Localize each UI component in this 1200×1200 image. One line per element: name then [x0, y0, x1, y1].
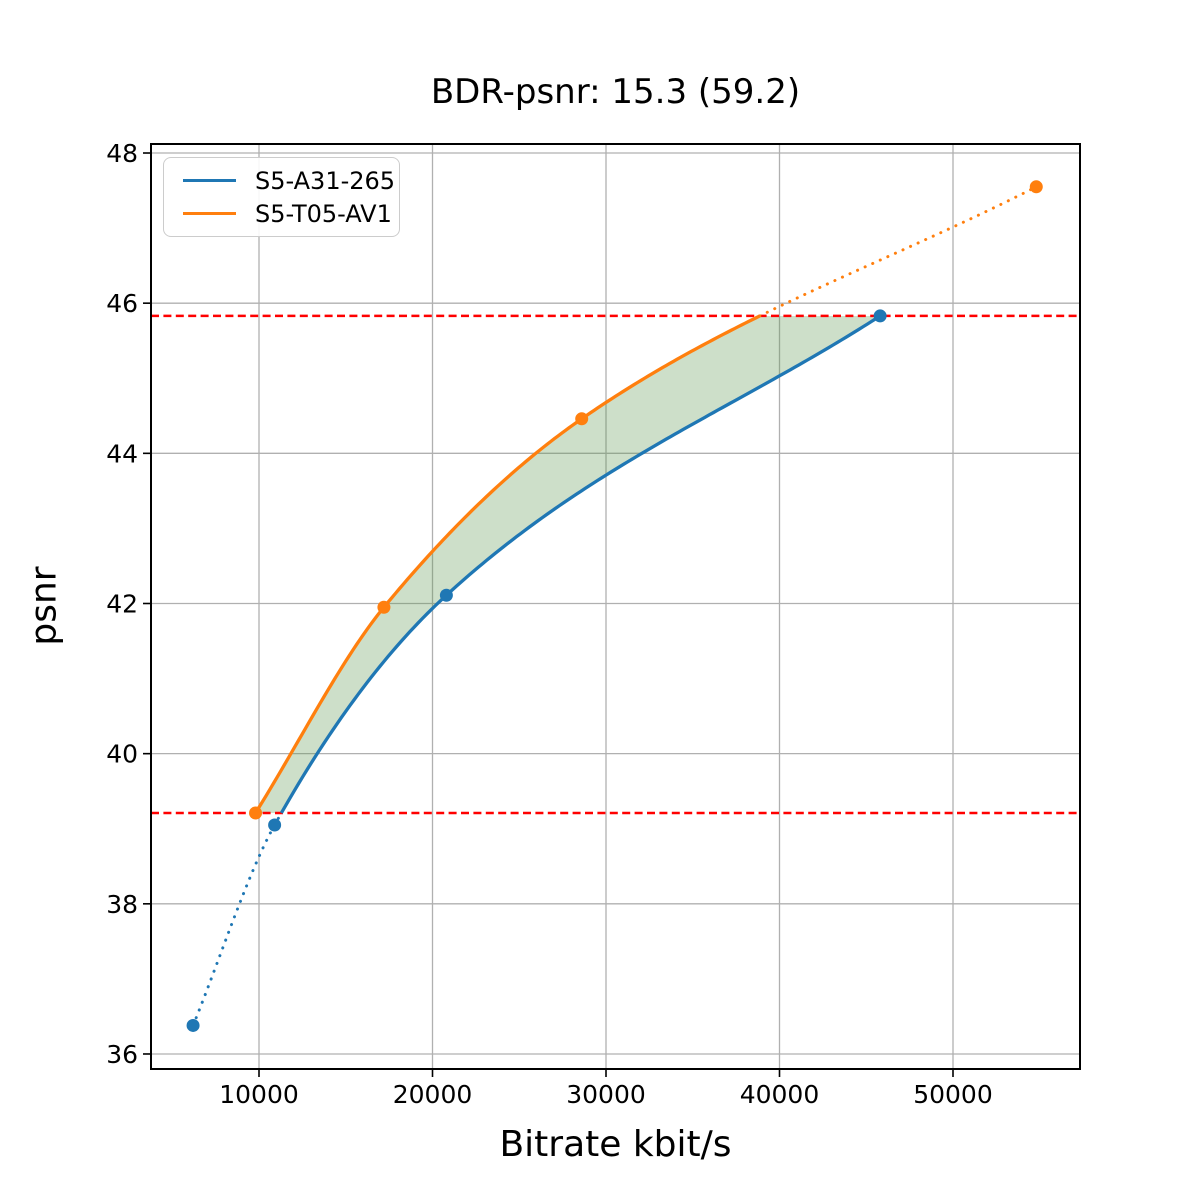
- x-tick-label: 30000: [566, 1080, 646, 1109]
- y-tick-label: 42: [106, 589, 138, 618]
- series-line-dotted-s5-a31-265: [191, 811, 283, 1027]
- data-point-marker: [439, 588, 453, 602]
- x-tick-label: 40000: [740, 1080, 820, 1109]
- legend-item-s5-a31-265: S5-A31-265: [183, 169, 399, 193]
- data-point-marker: [268, 818, 282, 832]
- data-point-marker: [377, 600, 391, 614]
- x-tick-label: 20000: [393, 1080, 473, 1109]
- data-point-marker: [249, 806, 263, 820]
- y-tick-label: 44: [106, 439, 138, 468]
- legend: S5-A31-265 S5-T05-AV1: [163, 157, 400, 237]
- y-tick-label: 48: [106, 139, 138, 168]
- x-axis-label: Bitrate kbit/s: [499, 1124, 732, 1165]
- bd-rate-fill-area: [255, 315, 881, 813]
- y-tick-label: 38: [106, 890, 138, 919]
- y-axis-label: psnr: [23, 566, 65, 646]
- legend-item-s5-t05-av1: S5-T05-AV1: [183, 202, 399, 226]
- series-line-dotted-s5-t05-av1: [758, 185, 1038, 318]
- y-tick-label: 40: [106, 740, 138, 769]
- legend-label: S5-T05-AV1: [255, 199, 392, 228]
- data-point-marker: [1029, 180, 1043, 194]
- series-line-s5-t05-av1: [254, 314, 761, 814]
- y-tick-label: 46: [106, 289, 138, 318]
- y-tick-label: 36: [106, 1040, 138, 1069]
- chart-title: BDR-psnr: 15.3 (59.2): [430, 72, 801, 112]
- data-point-marker: [873, 309, 887, 323]
- x-tick-label: 10000: [219, 1080, 299, 1109]
- axes-border: [150, 143, 1081, 1070]
- legend-swatch-blue-line: [183, 178, 236, 183]
- data-point-marker: [575, 412, 589, 426]
- data-point-marker: [186, 1018, 200, 1032]
- x-tick-label: 50000: [913, 1080, 993, 1109]
- legend-swatch-orange-line: [183, 211, 236, 216]
- series-line-s5-a31-265: [279, 314, 882, 814]
- legend-label: S5-A31-265: [255, 166, 396, 195]
